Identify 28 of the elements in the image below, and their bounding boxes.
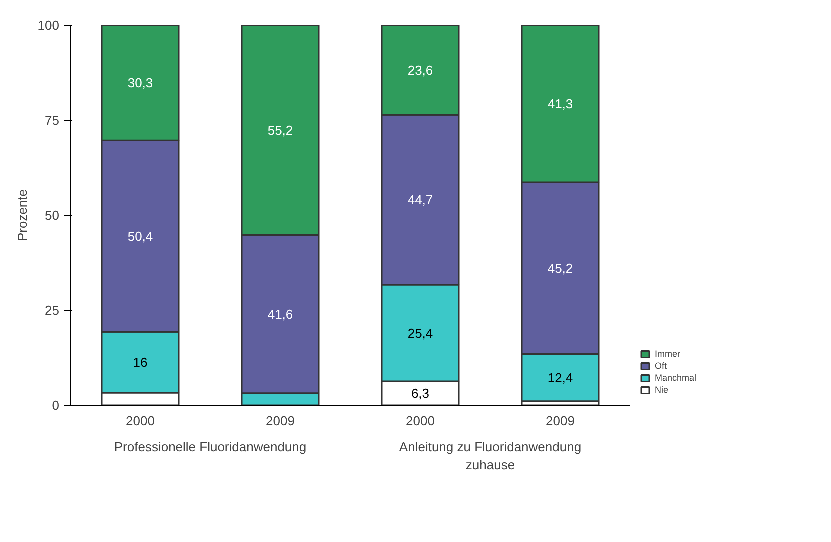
data-label: 44,7 bbox=[408, 192, 434, 208]
legend-label: Nie bbox=[655, 385, 670, 395]
data-label: 30,3 bbox=[128, 76, 154, 91]
y-tick-label: 50 bbox=[45, 208, 60, 223]
data-label: 45,2 bbox=[548, 260, 574, 276]
y-tick-label: 0 bbox=[52, 398, 60, 413]
data-label: 41,6 bbox=[268, 306, 294, 322]
data-label: 25,4 bbox=[408, 326, 434, 341]
x-tick-label: 2000 bbox=[126, 414, 155, 428]
y-tick-label: 25 bbox=[45, 303, 60, 318]
data-label: 6,3 bbox=[411, 386, 430, 402]
text: Anleitung zu Fluoridanwendung zuhause bbox=[399, 440, 582, 472]
data-label: 16 bbox=[133, 355, 148, 370]
text: Professionelle Fluoridanwendung bbox=[114, 440, 307, 454]
x-tick-label: 2009 bbox=[546, 414, 575, 428]
legend-label: Oft bbox=[655, 361, 668, 371]
y-axis-title: Prozente bbox=[14, 189, 30, 242]
data-label: 23,6 bbox=[408, 62, 434, 78]
x-tick-label: 2009 bbox=[266, 414, 295, 428]
legend-label: Immer bbox=[655, 349, 680, 359]
data-label: 41,3 bbox=[548, 96, 574, 112]
data-label: 50,4 bbox=[128, 228, 154, 244]
legend-label: Manchmal bbox=[655, 373, 697, 383]
data-label: 55,2 bbox=[268, 122, 294, 138]
y-tick-label: 75 bbox=[45, 113, 60, 128]
x-tick-label: 2000 bbox=[406, 414, 435, 428]
data-label: 12,4 bbox=[548, 370, 574, 386]
y-tick-label: 100 bbox=[38, 18, 60, 33]
